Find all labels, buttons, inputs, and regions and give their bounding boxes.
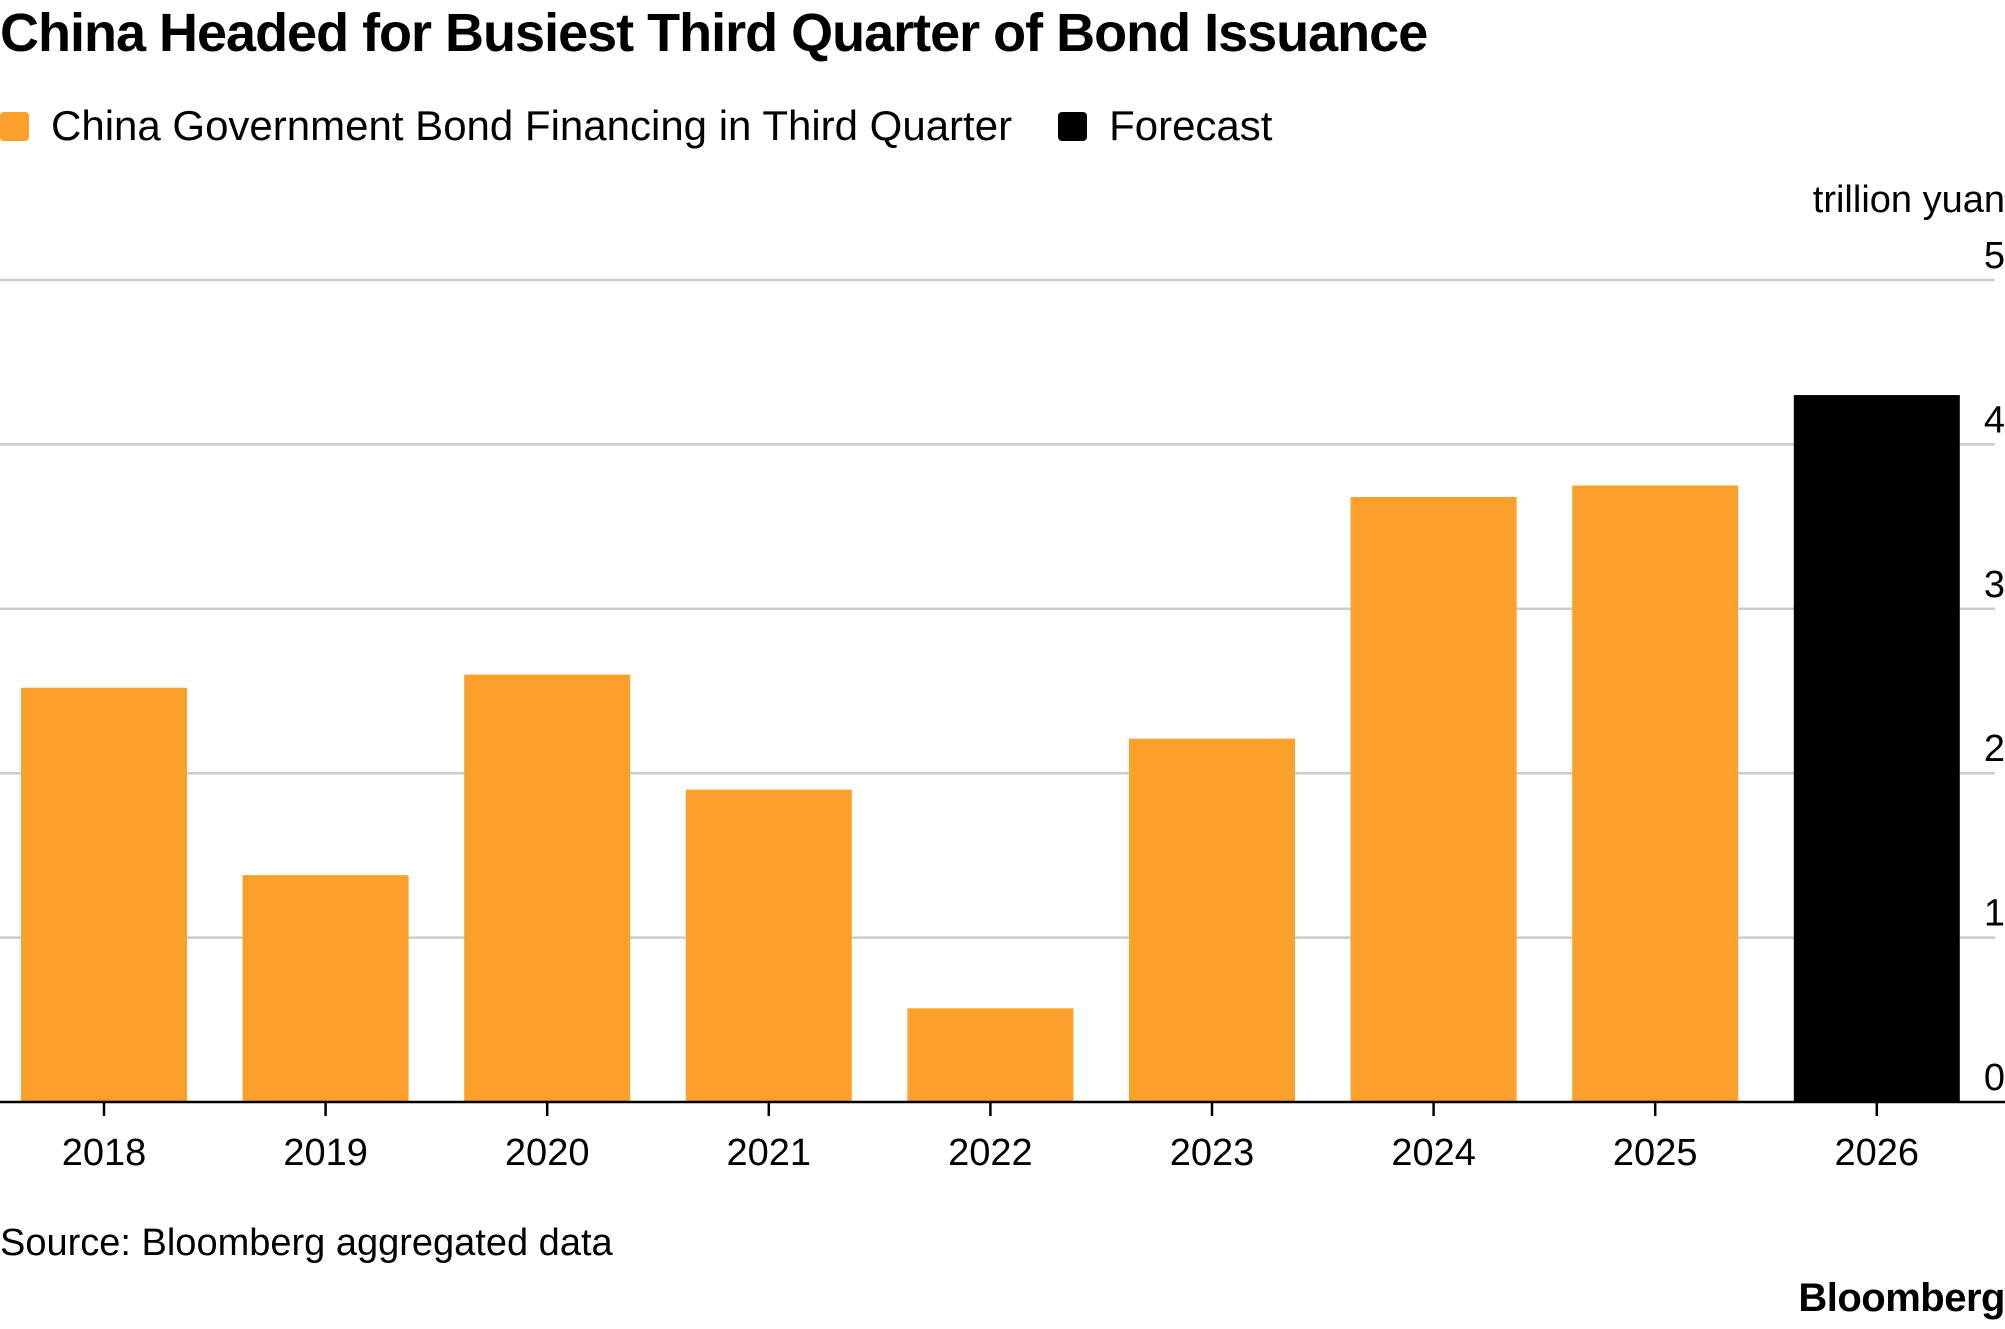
x-tick-label: 2022 — [948, 1132, 1033, 1174]
y-axis: 0 1 2 3 4 5 — [1984, 235, 2005, 1099]
x-tick-label: 2024 — [1391, 1132, 1476, 1174]
bar-2026 — [1793, 395, 1960, 1103]
y-tick-label: 1 — [1984, 893, 2005, 935]
bloomberg-logo: Bloomberg — [1798, 1276, 2005, 1320]
x-tick-label: 2020 — [505, 1132, 590, 1174]
bar-2024 — [1350, 497, 1517, 1102]
bar-2018 — [21, 687, 187, 1102]
bar-2019 — [242, 875, 409, 1102]
y-tick-label: 0 — [1984, 1057, 2005, 1099]
legend-label-financing: China Government Bond Financing in Third… — [51, 102, 1013, 149]
x-tick-label: 2023 — [1170, 1132, 1255, 1174]
x-tick-label: 2021 — [727, 1132, 812, 1174]
x-tick-label: 2019 — [283, 1132, 368, 1174]
y-tick-label: 3 — [1984, 564, 2005, 606]
bar-2025 — [1572, 485, 1739, 1102]
legend-swatch-forecast — [1058, 111, 1088, 141]
y-axis-label: trillion yuan — [1813, 179, 2005, 221]
bar-2021 — [685, 789, 852, 1102]
bar-2023 — [1129, 738, 1295, 1102]
source-note: Source: Bloomberg aggregated data — [0, 1222, 613, 1264]
bar-2022 — [907, 1008, 1074, 1102]
y-tick-label: 2 — [1984, 728, 2005, 770]
bars — [21, 395, 1960, 1103]
legend-swatch-financing — [0, 111, 29, 141]
legend: China Government Bond Financing in Third… — [0, 96, 1318, 156]
y-tick-label: 5 — [1984, 235, 2005, 277]
bar-2020 — [464, 674, 631, 1102]
x-axis: 2018 2019 2020 2021 2022 2023 2024 2025 2026 — [62, 1102, 1919, 1174]
x-tick-label: 2025 — [1613, 1132, 1698, 1174]
legend-item-forecast: Forecast — [1058, 102, 1272, 150]
legend-label-forecast: Forecast — [1109, 102, 1273, 149]
x-tick-label: 2026 — [1835, 1132, 1920, 1174]
x-tick-label: 2018 — [62, 1132, 147, 1174]
chart-title: China Headed for Busiest Third Quarter o… — [0, 3, 1428, 63]
y-tick-label: 4 — [1984, 399, 2005, 441]
legend-item-financing: China Government Bond Financing in Third… — [0, 102, 1012, 150]
